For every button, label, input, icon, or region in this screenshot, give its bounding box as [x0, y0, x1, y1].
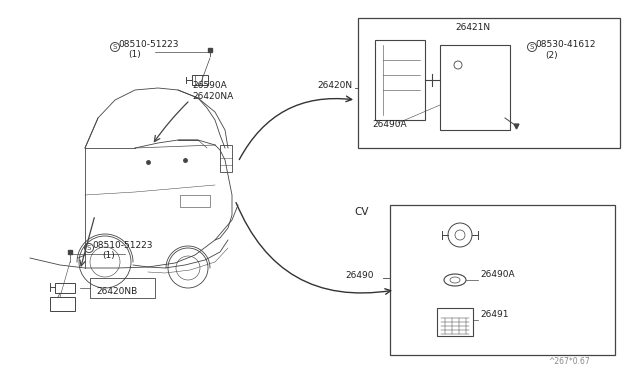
Text: (2): (2)	[545, 51, 557, 60]
Bar	[90, 278, 155, 298]
Text: 08510-51223: 08510-51223	[92, 241, 152, 250]
Text: S: S	[530, 44, 534, 50]
Text: 26420NB: 26420NB	[96, 287, 137, 296]
Text: S: S	[113, 44, 117, 50]
Text: 26420N: 26420N	[317, 81, 352, 90]
Bar	[437, 308, 473, 336]
Bar	[55, 283, 75, 293]
Text: 26590A: 26590A	[192, 81, 227, 90]
Text: S: S	[87, 245, 91, 251]
Text: 26491: 26491	[480, 310, 509, 319]
Bar	[358, 18, 620, 148]
Text: (1): (1)	[128, 50, 141, 59]
Bar	[220, 145, 232, 172]
Text: 08510-51223: 08510-51223	[118, 40, 179, 49]
Text: 26490A: 26490A	[372, 120, 406, 129]
Text: CV: CV	[354, 207, 369, 217]
Text: 26421N: 26421N	[455, 23, 490, 32]
Bar	[180, 195, 210, 207]
Text: (1): (1)	[102, 251, 115, 260]
Text: ^267*0.67: ^267*0.67	[548, 357, 589, 366]
Text: 08530-41612: 08530-41612	[535, 40, 595, 49]
Bar	[440, 45, 510, 130]
Bar	[50, 297, 75, 311]
Text: 26490A: 26490A	[480, 270, 515, 279]
Text: 26490: 26490	[345, 271, 374, 280]
Bar	[192, 75, 208, 85]
Bar	[390, 205, 615, 355]
Text: 26420NA: 26420NA	[192, 92, 233, 101]
Bar	[375, 40, 425, 120]
